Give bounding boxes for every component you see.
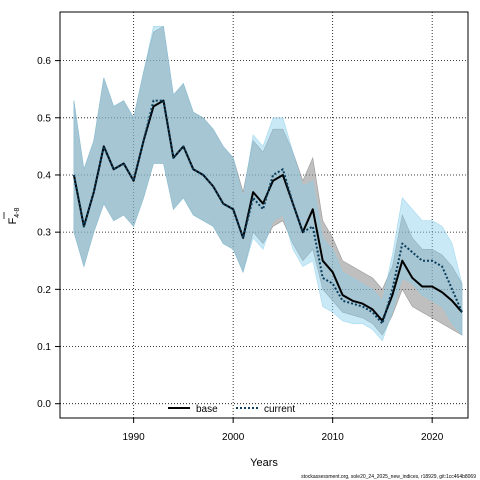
confidence-bands xyxy=(73,25,463,342)
band-current xyxy=(73,25,463,342)
y-tick-label: 0.6 xyxy=(37,56,51,67)
x-tick-label: 1990 xyxy=(123,432,146,443)
y-axis-title-letter: F xyxy=(7,217,19,224)
legend-current-label: current xyxy=(264,404,295,415)
y-tick-label: 0.4 xyxy=(37,170,51,181)
y-tick-label: 0.3 xyxy=(37,228,51,239)
y-axis-title: F4-8 xyxy=(7,207,21,224)
series-lines xyxy=(72,99,463,325)
y-tick-label: 0.2 xyxy=(37,285,51,296)
y-axis-title-subscript: 4-8 xyxy=(14,207,21,217)
y-tick-label: 0.0 xyxy=(37,399,51,410)
legend-base-label: base xyxy=(196,404,218,415)
x-tick-label: 2010 xyxy=(322,432,345,443)
axes: 1990 2000 2010 2020 0.0 0.1 0.2 0.3 0.4 0.5 0.6 xyxy=(37,56,444,443)
y-axis-title-main: F4-8 xyxy=(7,207,21,224)
plot-frame xyxy=(59,11,469,419)
x-tick-label: 2020 xyxy=(421,432,444,443)
y-tick-label: 0.5 xyxy=(37,113,51,124)
x-tick-label: 2000 xyxy=(222,432,245,443)
legend: base current xyxy=(168,404,295,415)
footnote: stockassessment.org, sole20_24_2025_new_… xyxy=(301,474,476,480)
line-current xyxy=(72,99,463,325)
y-tick-label: 0.1 xyxy=(37,342,51,353)
x-axis-title: Years xyxy=(250,457,278,469)
